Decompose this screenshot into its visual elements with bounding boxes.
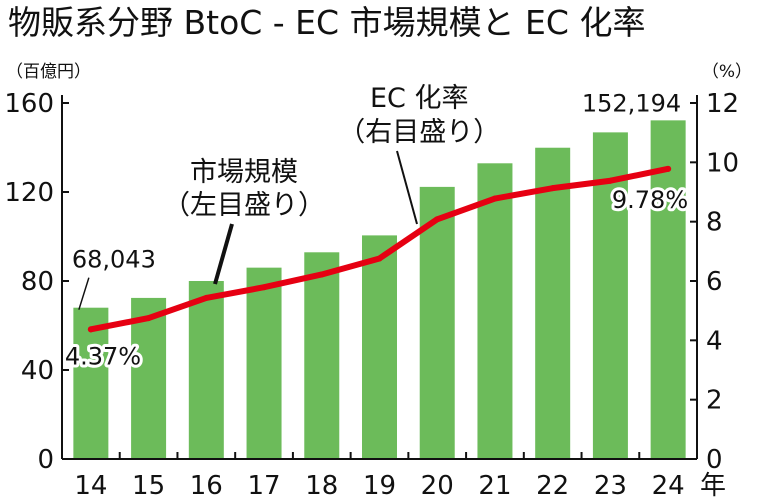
left-axis-unit: （百億円）	[6, 62, 91, 82]
line-point-22	[549, 185, 556, 192]
x-tick-label: 24	[652, 471, 685, 501]
x-tick-label: 15	[132, 471, 165, 501]
chart-title: 物販系分野 BtoC - EC 市場規模と EC 化率	[8, 3, 645, 42]
left-tick-label: 160	[4, 89, 54, 119]
line-point-18	[318, 271, 325, 278]
left-tick-label: 120	[4, 178, 54, 208]
line-point-16	[203, 294, 210, 301]
line-series-callout-leader	[396, 150, 418, 225]
data-labels: 68,043 152,194 4.37% 9.78% 市場規模（左目盛り） EC 化率（右…	[62, 83, 691, 373]
x-axis-unit: 年	[700, 471, 726, 501]
bar-18	[304, 252, 340, 459]
line-point-19	[376, 255, 383, 262]
x-tick-label: 17	[247, 471, 280, 501]
bar-17	[246, 267, 282, 459]
right-tick-label: 12	[706, 89, 739, 119]
right-tick-label: 10	[706, 148, 739, 178]
bar-14	[73, 307, 109, 459]
bar-series-callout-leader	[213, 223, 234, 285]
line-series	[87, 165, 672, 333]
line-series-callout-title: EC 化率	[370, 83, 469, 114]
bar-23	[592, 132, 628, 459]
bar-21	[477, 163, 513, 460]
x-tick-label: 20	[421, 471, 454, 501]
right-tick-label: 2	[706, 386, 723, 416]
x-tick-label: 19	[363, 471, 396, 501]
bar-label-last: 152,194	[582, 89, 681, 117]
right-tick-label: 4	[706, 326, 723, 356]
bar-series	[73, 120, 686, 460]
bar-22	[535, 147, 571, 459]
line-series-callout-sub: （右目盛り）	[338, 117, 500, 148]
right-tick-label: 0	[706, 445, 723, 475]
line-label-last: 9.78%	[612, 186, 688, 214]
x-tick-label: 14	[74, 471, 107, 501]
right-axis-unit: （%）	[702, 62, 752, 82]
line-point-17	[261, 284, 268, 291]
x-tick-label: 22	[536, 471, 569, 501]
bar-label-first: 68,043	[72, 246, 156, 274]
right-tick-label: 6	[706, 267, 723, 297]
left-tick-label: 80	[21, 267, 54, 297]
bar-16	[188, 281, 224, 459]
bar-series-callout-sub: （左目盛り）	[163, 190, 325, 221]
line-point-23	[607, 177, 614, 184]
bar-20	[419, 186, 455, 459]
x-tick-label: 23	[594, 471, 627, 501]
line-point-20	[434, 216, 441, 223]
bar-label-first-leader	[78, 277, 90, 310]
line-point-14	[87, 326, 94, 333]
left-tick-label: 0	[37, 445, 54, 475]
line-point-21	[491, 195, 498, 202]
right-tick-label: 8	[706, 208, 723, 238]
line-point-24	[665, 165, 672, 172]
bar-15	[131, 297, 167, 459]
line-point-15	[145, 315, 152, 322]
left-tick-label: 40	[21, 356, 54, 386]
line-label-first: 4.37%	[65, 342, 141, 370]
x-tick-label: 16	[190, 471, 223, 501]
bar-24	[650, 120, 686, 459]
x-tick-label: 18	[305, 471, 338, 501]
bar-19	[362, 235, 397, 459]
bar-series-callout-title: 市場規模	[190, 157, 298, 188]
x-tick-label: 21	[478, 471, 511, 501]
